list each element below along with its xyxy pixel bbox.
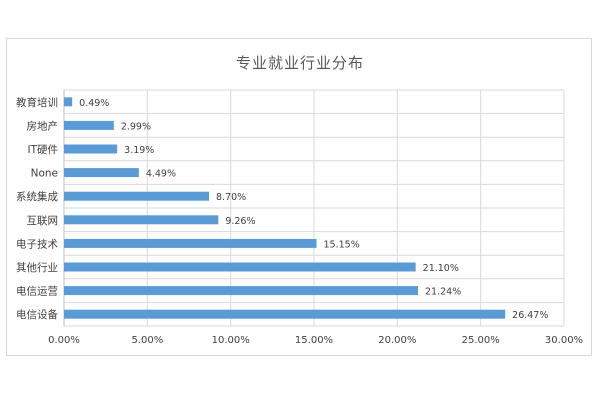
data-label: 3.19% [124,145,154,156]
x-tick-label: 30.00% [545,335,583,346]
bar [64,191,209,201]
bar [64,309,506,319]
data-label: 8.70% [216,192,246,203]
category-label: IT硬件 [27,144,58,156]
category-label: 电子技术 [16,237,58,250]
bar [64,238,317,248]
category-label: 教育培训 [16,96,58,109]
data-label: 26.47% [512,310,548,321]
category-label: 房地产 [27,119,59,132]
bar [64,144,118,154]
x-tick-label: 20.00% [378,335,416,346]
bar [64,215,219,225]
x-tick-label: 0.00% [48,335,80,346]
data-label: 2.99% [121,121,151,132]
category-label: None [31,168,58,180]
category-label: 电信运营 [16,285,58,298]
x-tick-label: 15.00% [295,335,333,346]
chart-title: 专业就业行业分布 [235,54,364,72]
category-label: 其他行业 [16,261,58,274]
bar [64,168,139,178]
data-label: 21.24% [425,287,461,298]
x-tick-label: 5.00% [131,335,163,346]
x-tick-label: 10.00% [212,335,250,346]
data-label: 9.26% [225,216,255,227]
x-tick-label: 25.00% [462,335,500,346]
bar [64,97,73,107]
data-label: 21.10% [423,263,459,274]
bar [64,262,416,272]
bar [64,286,418,296]
category-label: 系统集成 [16,190,58,203]
data-label: 4.49% [146,169,176,180]
data-label: 0.49% [79,98,109,109]
data-label: 15.15% [324,239,360,250]
category-label: 电信设备 [16,308,58,321]
bar [64,120,114,130]
category-label: 互联网 [27,215,59,227]
